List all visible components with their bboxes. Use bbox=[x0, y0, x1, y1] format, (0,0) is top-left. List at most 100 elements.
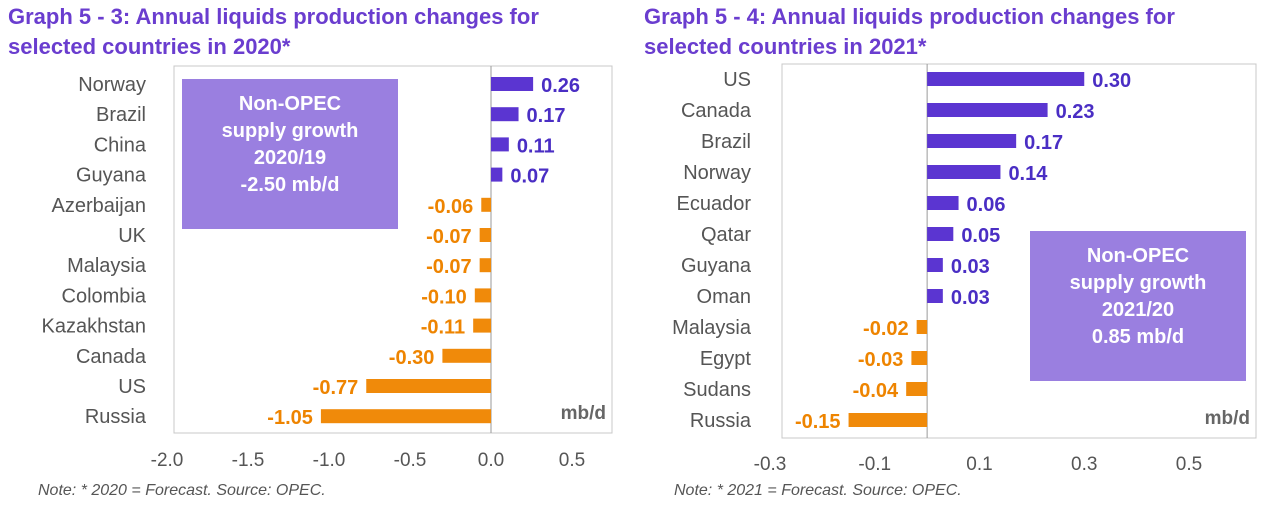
callout-line-4: 0.85 mb/d bbox=[1091, 326, 1185, 348]
bar bbox=[916, 320, 928, 334]
data-label: -0.06 bbox=[428, 196, 474, 218]
category-label: Ecuador bbox=[677, 193, 752, 215]
bar bbox=[366, 379, 491, 393]
x-tick-label: 0.5 bbox=[1176, 454, 1202, 475]
data-label: 0.06 bbox=[967, 194, 1006, 216]
category-label: Sudans bbox=[683, 379, 751, 401]
callout-line-2: supply growth bbox=[1069, 272, 1207, 294]
data-label: 0.17 bbox=[527, 105, 566, 127]
bar bbox=[927, 165, 1001, 179]
chart-panel-2021: Graph 5 - 4: Annual liquids production c… bbox=[636, 0, 1276, 528]
x-tick-label: -0.3 bbox=[754, 454, 787, 475]
data-label: 0.14 bbox=[1008, 163, 1048, 185]
data-label: -0.07 bbox=[426, 256, 472, 278]
chart-title-line-2: selected countries in 2020* bbox=[8, 34, 291, 59]
category-label: Brazil bbox=[701, 131, 751, 153]
bar bbox=[848, 413, 928, 427]
category-label: Russia bbox=[690, 410, 752, 432]
plot-frame bbox=[173, 65, 613, 434]
data-label: -0.10 bbox=[421, 286, 467, 308]
data-label: -0.04 bbox=[853, 380, 899, 402]
x-tick-label: 0.1 bbox=[966, 454, 992, 475]
data-label: 0.03 bbox=[951, 287, 990, 309]
category-label: Qatar bbox=[701, 224, 751, 246]
x-tick-label: -2.0 bbox=[151, 450, 184, 471]
bar-chart-2020: Norway 0.26 Brazil 0.17 China 0.11 Guyana 0.07 A… bbox=[41, 65, 613, 471]
data-label: 0.03 bbox=[951, 256, 990, 278]
category-label: UK bbox=[118, 225, 146, 247]
category-label: Egypt bbox=[700, 348, 752, 370]
callout-line-2: supply growth bbox=[221, 120, 359, 142]
bar bbox=[479, 228, 491, 242]
data-label: -0.77 bbox=[313, 377, 359, 399]
bar bbox=[927, 72, 1085, 86]
category-label: Russia bbox=[85, 406, 147, 428]
data-label: -0.07 bbox=[426, 226, 472, 248]
data-label: 0.05 bbox=[961, 225, 1000, 247]
category-label: China bbox=[94, 134, 147, 156]
category-label: Malaysia bbox=[672, 317, 752, 339]
chart-title-line-1: Graph 5 - 4: Annual liquids production c… bbox=[644, 4, 1175, 29]
callout-line-1: Non-OPEC bbox=[1086, 245, 1190, 267]
x-tick-label: 0.5 bbox=[559, 450, 585, 471]
data-label: 0.30 bbox=[1092, 70, 1131, 92]
bar bbox=[442, 348, 491, 363]
bar bbox=[927, 196, 959, 210]
chart-note: Note: * 2020 = Forecast. Source: OPEC. bbox=[38, 482, 326, 499]
bar-chart-2021: US 0.30 Canada 0.23 Brazil 0.17 Norway 0.14 Ecua… bbox=[672, 63, 1257, 475]
plot-frame bbox=[781, 63, 1257, 439]
bar bbox=[927, 227, 954, 241]
data-label: -0.02 bbox=[863, 318, 909, 340]
category-label: Oman bbox=[697, 286, 751, 308]
bar bbox=[491, 137, 509, 152]
chart-title: Graph 5 - 3: Annual liquids production c… bbox=[8, 2, 628, 62]
bar bbox=[911, 351, 928, 365]
data-label: -0.30 bbox=[389, 347, 435, 369]
callout-box: Non-OPEC supply growth 2021/20 0.85 mb/d bbox=[1030, 231, 1246, 381]
x-tick-label: -1.0 bbox=[313, 450, 346, 471]
bar bbox=[473, 318, 491, 333]
data-label: -1.05 bbox=[267, 407, 313, 429]
category-label: Azerbaijan bbox=[51, 195, 146, 217]
category-label: Guyana bbox=[76, 165, 147, 187]
unit-label: mb/d bbox=[1205, 408, 1250, 429]
category-label: US bbox=[723, 69, 751, 91]
bar bbox=[481, 197, 491, 212]
data-label: -0.15 bbox=[795, 411, 841, 433]
category-label: Norway bbox=[78, 74, 146, 96]
data-label: 0.17 bbox=[1024, 132, 1063, 154]
bar bbox=[320, 409, 491, 424]
bar bbox=[927, 134, 1017, 148]
data-label: 0.26 bbox=[541, 75, 580, 97]
category-label: Kazakhstan bbox=[41, 316, 146, 338]
category-label: Brazil bbox=[96, 104, 146, 126]
category-label: Norway bbox=[683, 162, 751, 184]
data-label: -0.11 bbox=[421, 317, 465, 339]
chart-title-line-2: selected countries in 2021* bbox=[644, 34, 927, 59]
x-tick-label: 0.0 bbox=[478, 450, 504, 471]
callout-box: Non-OPEC supply growth 2020/19 -2.50 mb/… bbox=[182, 79, 398, 229]
bar bbox=[491, 167, 503, 182]
category-label: Canada bbox=[681, 100, 752, 122]
chart-title: Graph 5 - 4: Annual liquids production c… bbox=[644, 2, 1264, 62]
category-label: Colombia bbox=[62, 285, 147, 307]
chart-panel-2020: Graph 5 - 3: Annual liquids production c… bbox=[0, 0, 630, 528]
category-label: Guyana bbox=[681, 255, 752, 277]
bar bbox=[906, 382, 928, 396]
bar bbox=[927, 258, 943, 272]
bar bbox=[491, 107, 519, 122]
unit-label: mb/d bbox=[561, 403, 606, 424]
callout-line-1: Non-OPEC bbox=[238, 93, 342, 115]
category-label: Canada bbox=[76, 346, 147, 368]
data-label: 0.11 bbox=[517, 135, 555, 157]
data-label: 0.07 bbox=[510, 166, 549, 188]
category-label: Malaysia bbox=[67, 255, 147, 277]
callout-line-4: -2.50 mb/d bbox=[240, 174, 340, 196]
callout-line-3: 2021/20 bbox=[1101, 299, 1175, 321]
bar bbox=[927, 289, 943, 303]
bar bbox=[474, 288, 491, 303]
x-tick-label: 0.3 bbox=[1071, 454, 1097, 475]
x-tick-label: -0.5 bbox=[394, 450, 427, 471]
bar bbox=[491, 77, 534, 91]
callout-line-3: 2020/19 bbox=[253, 147, 327, 169]
